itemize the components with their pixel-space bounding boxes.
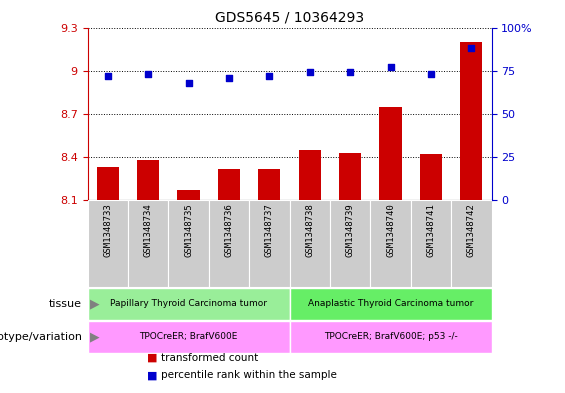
Bar <box>460 42 483 200</box>
Bar <box>258 169 280 200</box>
Point <box>427 71 436 77</box>
Bar <box>290 288 492 320</box>
Text: TPOCreER; BrafV600E; p53 -/-: TPOCreER; BrafV600E; p53 -/- <box>324 332 458 342</box>
Point <box>224 75 233 81</box>
Point <box>184 80 193 86</box>
Text: GSM1348738: GSM1348738 <box>305 203 314 257</box>
Bar <box>339 153 361 200</box>
Bar <box>249 200 289 287</box>
Text: ▶: ▶ <box>90 297 100 310</box>
Point <box>103 73 112 79</box>
Bar <box>88 321 290 353</box>
Text: ■: ■ <box>147 370 158 380</box>
Text: GSM1348739: GSM1348739 <box>346 203 355 257</box>
Title: GDS5645 / 10364293: GDS5645 / 10364293 <box>215 11 364 25</box>
Text: GSM1348733: GSM1348733 <box>103 203 112 257</box>
Point <box>305 69 314 75</box>
Bar <box>97 167 119 200</box>
Bar <box>88 288 290 320</box>
Point <box>144 71 153 77</box>
Text: GSM1348741: GSM1348741 <box>427 203 436 257</box>
Bar <box>420 154 442 200</box>
Text: GSM1348737: GSM1348737 <box>265 203 274 257</box>
Bar <box>290 200 330 287</box>
Bar <box>218 169 240 200</box>
Bar <box>209 200 249 287</box>
Text: tissue: tissue <box>49 299 82 309</box>
Text: GSM1348736: GSM1348736 <box>224 203 233 257</box>
Text: percentile rank within the sample: percentile rank within the sample <box>161 370 337 380</box>
Text: TPOCreER; BrafV600E: TPOCreER; BrafV600E <box>140 332 238 342</box>
Bar <box>411 200 451 287</box>
Bar <box>380 107 402 200</box>
Point <box>265 73 274 79</box>
Point <box>386 64 395 70</box>
Text: ▶: ▶ <box>90 331 100 343</box>
Bar <box>290 321 492 353</box>
Bar <box>168 200 209 287</box>
Text: GSM1348735: GSM1348735 <box>184 203 193 257</box>
Text: GSM1348742: GSM1348742 <box>467 203 476 257</box>
Text: transformed count: transformed count <box>161 353 258 363</box>
Text: genotype/variation: genotype/variation <box>0 332 82 342</box>
Point <box>467 45 476 51</box>
Bar <box>88 200 128 287</box>
Bar <box>128 200 168 287</box>
Bar <box>299 150 321 200</box>
Bar <box>137 160 159 200</box>
Text: ■: ■ <box>147 353 158 363</box>
Bar <box>451 200 492 287</box>
Bar <box>330 200 371 287</box>
Text: GSM1348740: GSM1348740 <box>386 203 395 257</box>
Bar <box>371 200 411 287</box>
Text: Papillary Thyroid Carcinoma tumor: Papillary Thyroid Carcinoma tumor <box>110 299 267 308</box>
Text: Anaplastic Thyroid Carcinoma tumor: Anaplastic Thyroid Carcinoma tumor <box>308 299 473 308</box>
Bar <box>177 190 199 200</box>
Point <box>346 69 355 75</box>
Text: GSM1348734: GSM1348734 <box>144 203 153 257</box>
